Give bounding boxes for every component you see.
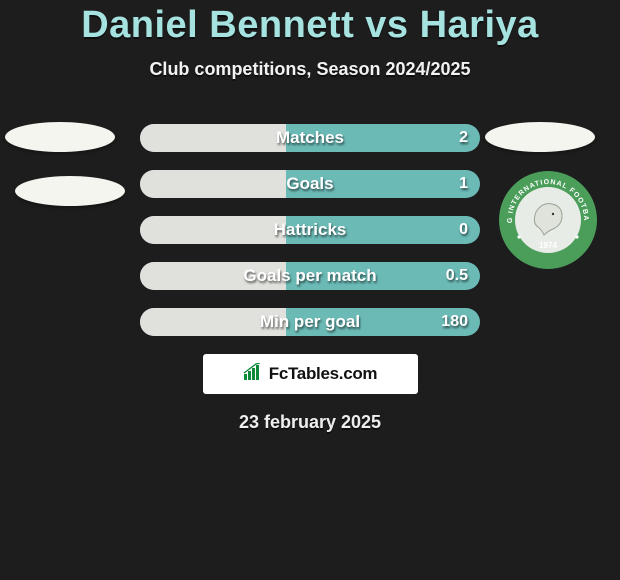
stat-label: Matches xyxy=(276,128,344,148)
attribution-text: FcTables.com xyxy=(269,364,378,384)
stat-value-right: 180 xyxy=(441,313,468,331)
stat-value-right: 1 xyxy=(459,175,468,193)
stat-value-right: 0 xyxy=(459,221,468,239)
stat-bar: Min per goal 180 xyxy=(140,308,480,336)
stat-value-right: 0.5 xyxy=(446,267,468,285)
player-badge-placeholder xyxy=(15,176,125,206)
stat-value-right: 2 xyxy=(459,129,468,147)
stat-bar: Matches 2 xyxy=(140,124,480,152)
stat-bar: Goals per match 0.5 xyxy=(140,262,480,290)
attribution-box[interactable]: FcTables.com xyxy=(203,354,418,394)
stat-label: Goals per match xyxy=(243,266,376,286)
chart-icon xyxy=(243,363,265,386)
stat-label: Goals xyxy=(286,174,333,194)
stat-bar-fill-left xyxy=(140,124,286,152)
stat-bar: Goals 1 xyxy=(140,170,480,198)
player-badge-placeholder xyxy=(485,122,595,152)
page-title: Daniel Bennett vs Hariya xyxy=(0,0,620,47)
club-crest: GEYLANG INTERNATIONAL FOOTBALL CLUB 1974 xyxy=(498,170,598,270)
stats-container: Matches 2 Goals 1 Hattricks 0 Goals per match 0… xyxy=(140,124,480,336)
stat-bar: Hattricks 0 xyxy=(140,216,480,244)
player-badge-placeholder xyxy=(5,122,115,152)
stat-label: Hattricks xyxy=(274,220,347,240)
page-subtitle: Club competitions, Season 2024/2025 xyxy=(0,59,620,80)
footer-date: 23 february 2025 xyxy=(0,412,620,433)
svg-text:1974: 1974 xyxy=(539,241,557,250)
stat-bar-fill-left xyxy=(140,216,286,244)
stat-bar-fill-left xyxy=(140,170,286,198)
stat-label: Min per goal xyxy=(260,312,360,332)
